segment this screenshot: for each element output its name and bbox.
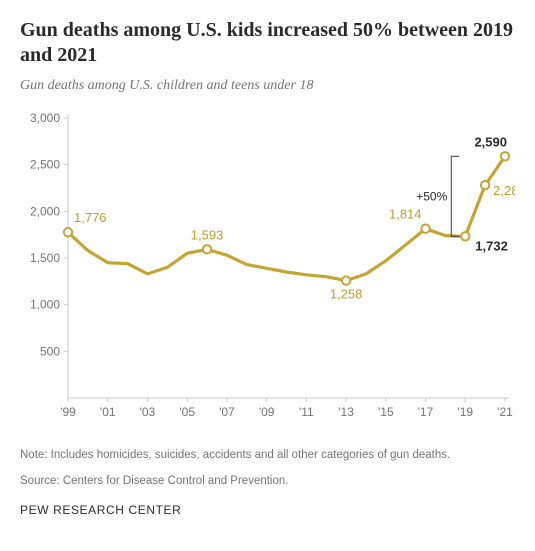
y-tick-label: 500: [40, 344, 60, 358]
x-tick-label: '15: [378, 405, 394, 419]
chart-note: Note: Includes homicides, suicides, acci…: [20, 448, 515, 464]
chart-source: Source: Centers for Disease Control and …: [20, 474, 515, 490]
chart-title: Gun deaths among U.S. kids increased 50%…: [20, 18, 515, 68]
x-tick-label: '01: [100, 405, 116, 419]
value-callout: 1,732: [475, 238, 508, 253]
pct-change-label: +50%: [416, 189, 447, 203]
data-marker: [203, 245, 211, 253]
y-tick-label: 1,000: [30, 298, 60, 312]
value-callout: 2,281: [493, 183, 515, 198]
x-tick-label: '17: [418, 405, 434, 419]
org-footer: PEW RESEARCH CENTER: [20, 503, 515, 517]
value-callout: 2,590: [474, 134, 507, 149]
value-callout: 1,814: [389, 207, 422, 222]
y-tick-label: 2,000: [30, 204, 60, 218]
x-tick-label: '03: [140, 405, 156, 419]
data-marker: [461, 232, 469, 240]
x-tick-label: '11: [299, 405, 314, 419]
chart-subtitle: Gun deaths among U.S. children and teens…: [20, 78, 515, 94]
x-tick-label: '07: [219, 405, 235, 419]
x-tick-label: '99: [60, 405, 76, 419]
data-marker: [421, 224, 429, 232]
data-marker: [64, 228, 72, 236]
value-callout: 1,593: [191, 227, 224, 242]
data-line: [68, 156, 505, 280]
chart-area: 500 1,000 1,500 2,000 2,500 3,000 '99 '01 '03 '05…: [20, 108, 515, 438]
line-chart: 500 1,000 1,500 2,000 2,500 3,000 '99 '01 '03 '05…: [20, 108, 515, 438]
data-marker: [342, 276, 350, 284]
x-tick-label: '13: [338, 405, 354, 419]
y-tick-label: 1,500: [30, 251, 60, 265]
y-tick-label: 3,000: [30, 111, 60, 125]
value-callout: 1,776: [74, 210, 107, 225]
y-tick-label: 2,500: [30, 158, 60, 172]
value-callout: 1,258: [330, 287, 363, 302]
x-tick-label: '09: [259, 405, 275, 419]
x-tick-label: '21: [497, 405, 513, 419]
data-marker: [481, 181, 489, 189]
x-tick-label: '19: [457, 405, 473, 419]
x-tick-label: '05: [179, 405, 195, 419]
pct-bracket: [451, 156, 459, 236]
data-marker: [501, 152, 509, 160]
